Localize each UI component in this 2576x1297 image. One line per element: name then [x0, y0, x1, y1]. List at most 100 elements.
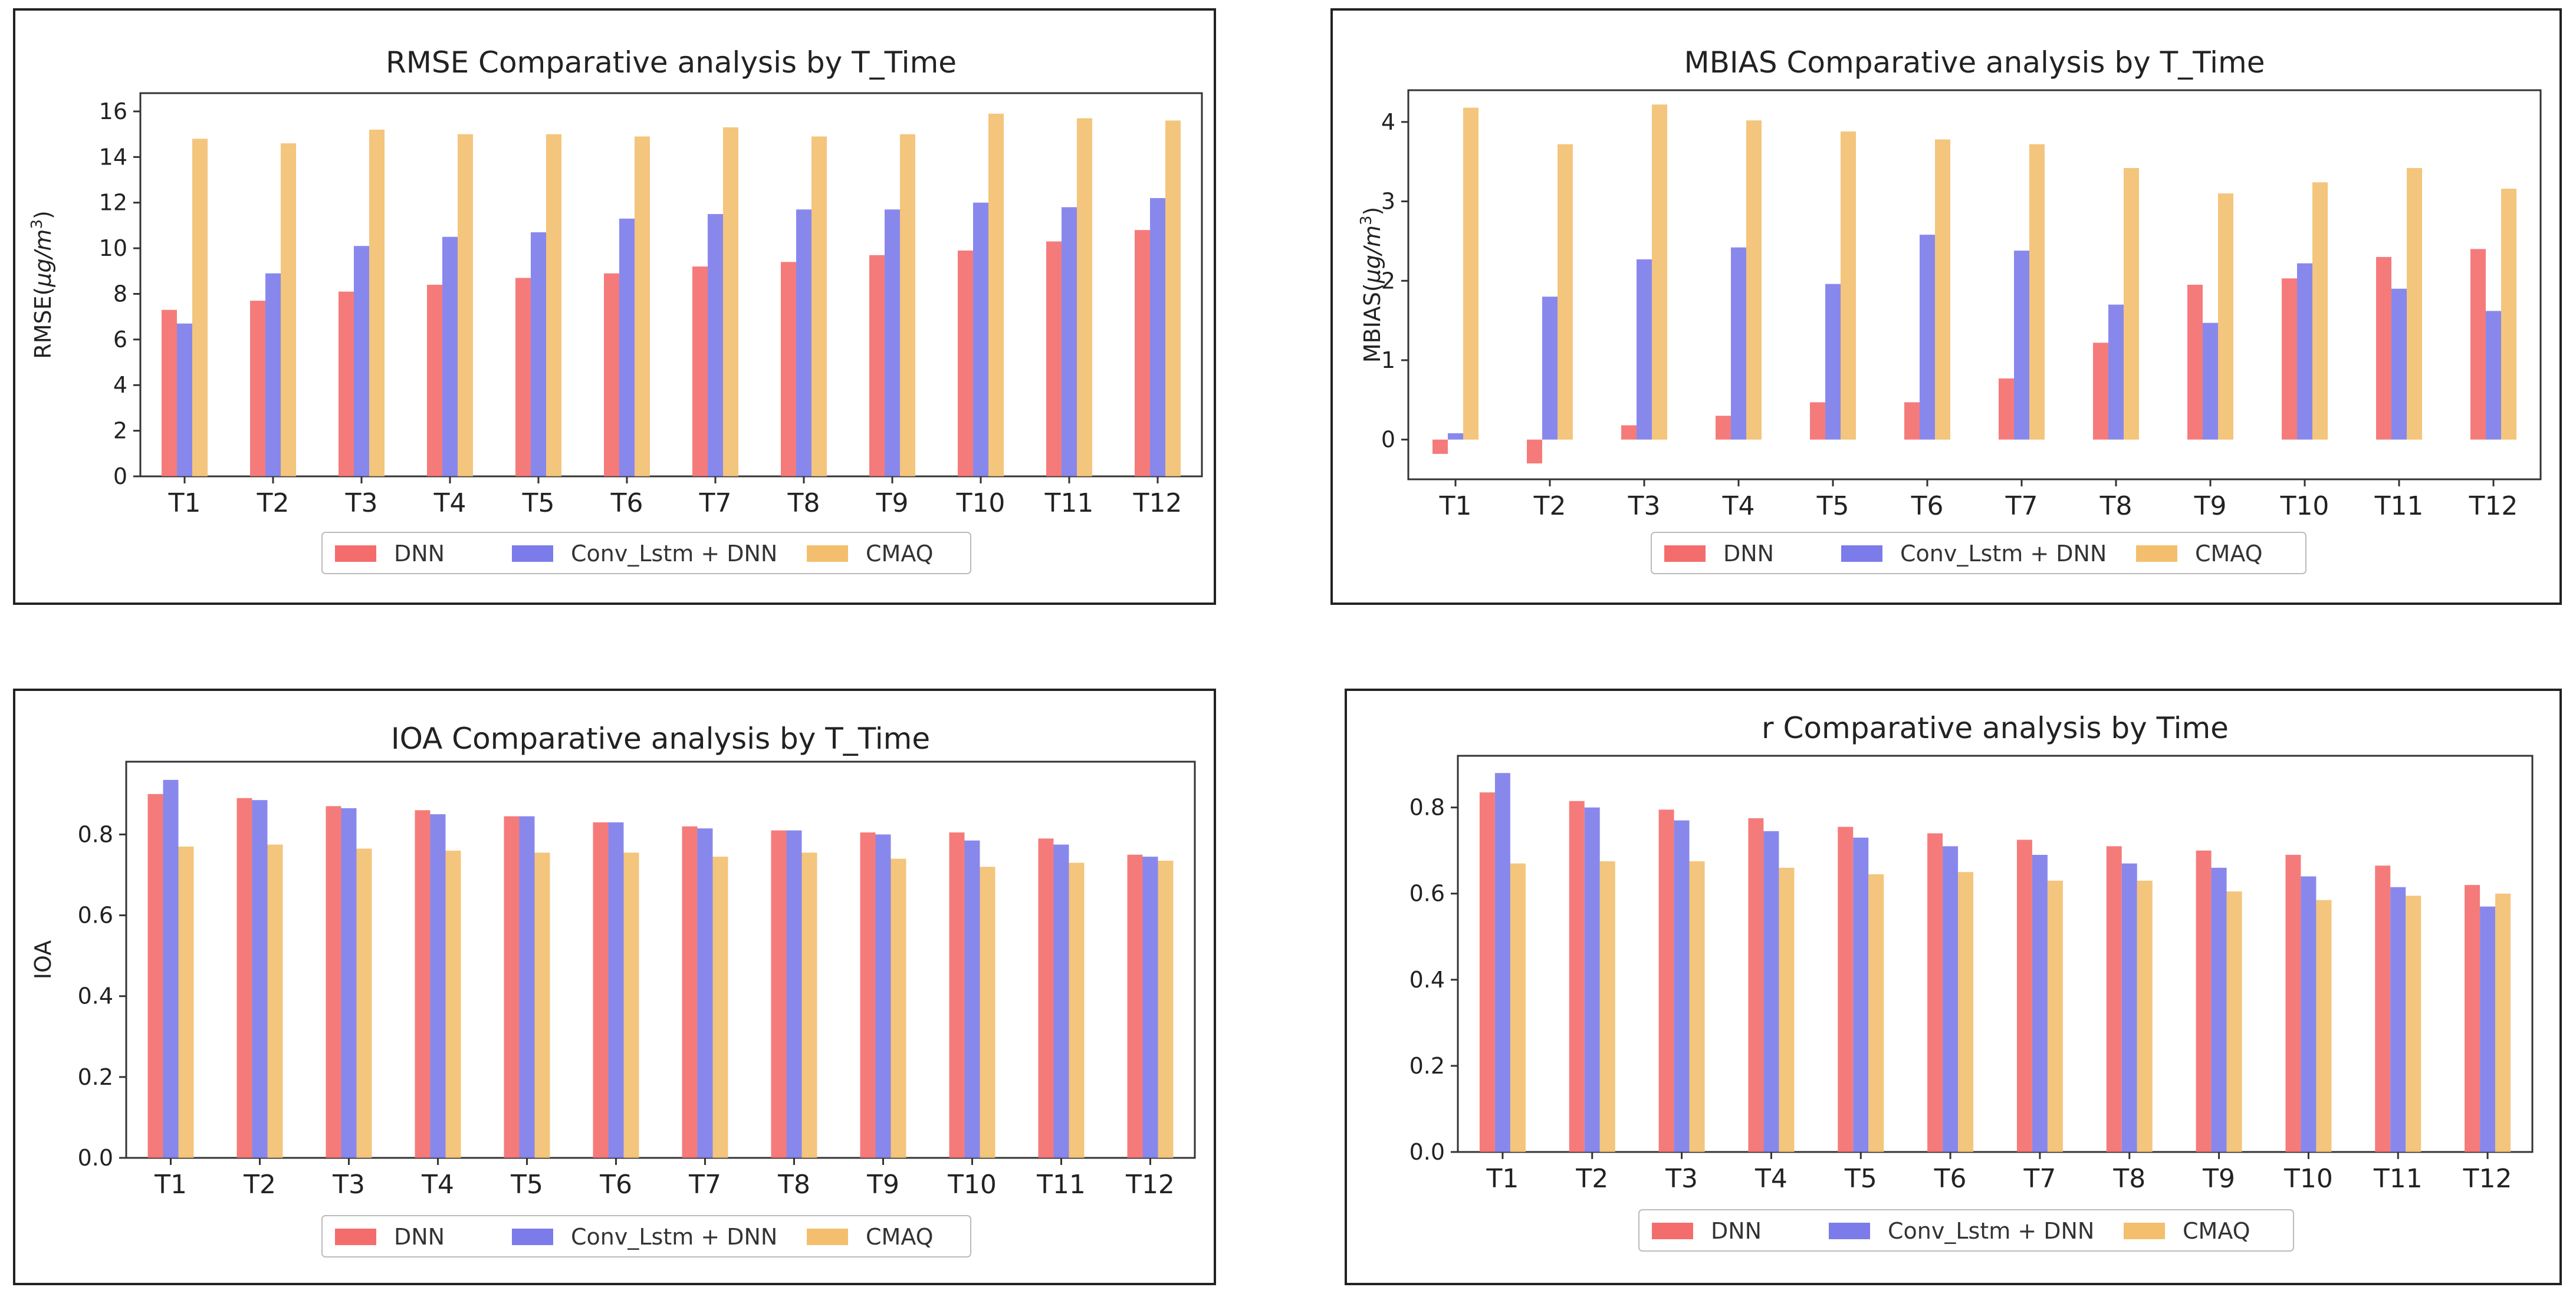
ioa-xtick-label: T9: [866, 1170, 899, 1200]
ioa-chart-panel: IOA Comparative analysis by T_Time 0.0 0.2…: [13, 689, 1216, 1285]
r-xtick-label: T1: [1486, 1164, 1519, 1194]
rmse-ylabel: RMSE(μg/m3): [28, 210, 56, 359]
rmse-bar-t10-s0: [958, 250, 973, 476]
mbias-xtick-label: T4: [1722, 491, 1755, 521]
ioa-bar-t1-s2: [178, 847, 194, 1158]
ioa-bar-t3-s0: [326, 806, 341, 1158]
rmse-bar-t3-s0: [339, 291, 354, 476]
r-bar-t6-s2: [1958, 872, 1974, 1152]
rmse-bar-t6-s1: [619, 218, 635, 476]
ioa-bar-t9-s1: [875, 834, 891, 1158]
ioa-bar-t9-s2: [891, 858, 906, 1158]
mbias-bar-t4-s0: [1716, 416, 1731, 440]
rmse-xtick-label: T10: [956, 488, 1006, 518]
r-bar-t2-s0: [1569, 801, 1585, 1152]
mbias-ytick-label: 3: [1381, 189, 1395, 215]
rmse-bar-t5-s1: [531, 232, 546, 476]
mbias-xtick-label: T9: [2194, 491, 2227, 521]
mbias-bar-t11-s1: [2391, 288, 2407, 440]
ioa-bar-t5-s2: [534, 852, 550, 1158]
mbias-bar-t12-s2: [2501, 189, 2516, 440]
rmse-legend-label: DNN: [394, 541, 445, 567]
mbias-bar-t8-s2: [2124, 168, 2139, 440]
mbias-legend-label: DNN: [1723, 541, 1774, 567]
rmse-xtick-label: T12: [1133, 488, 1182, 518]
ioa-bar-t6-s2: [623, 852, 639, 1158]
ioa-legend-swatch: [335, 1229, 376, 1245]
ioa-bar-t6-s1: [608, 822, 624, 1158]
mbias-bar-t6-s1: [1920, 235, 1935, 440]
mbias-xtick-label: T1: [1439, 491, 1472, 521]
r-bar-t4-s1: [1763, 831, 1779, 1152]
ioa-bar-t10-s2: [980, 867, 995, 1158]
rmse-bar-t2-s2: [281, 143, 296, 477]
r-bar-t2-s1: [1584, 807, 1600, 1152]
r-plot-frame: [1457, 755, 2534, 1153]
mbias-bar-t12-s0: [2470, 249, 2486, 440]
mbias-legend-label: CMAQ: [2195, 541, 2263, 567]
ioa-bar-t2-s0: [236, 798, 252, 1158]
rmse-chart-svg: RMSE Comparative analysis by T_Time 0 2 4 6 8…: [28, 45, 1203, 574]
ioa-xtick-label: T10: [947, 1170, 997, 1200]
ioa-bar-t8-s0: [771, 830, 787, 1158]
mbias-legend-swatch: [1664, 545, 1706, 562]
r-bar-t7-s2: [2047, 880, 2063, 1152]
rmse-bar-t3-s1: [354, 246, 369, 476]
r-bar-t6-s0: [1927, 833, 1943, 1152]
rmse-bar-t8-s1: [796, 209, 811, 476]
r-bar-t3-s0: [1658, 809, 1674, 1152]
r-bar-t9-s1: [2211, 867, 2227, 1152]
mbias-bar-t11-s0: [2376, 256, 2391, 440]
r-ytick-label: 0.8: [1409, 795, 1445, 821]
r-bar-t4-s2: [1779, 867, 1795, 1152]
ioa-bar-t12-s1: [1142, 857, 1158, 1158]
mbias-bar-t3-s0: [1621, 425, 1637, 440]
mbias-xtick-label: T12: [2469, 491, 2518, 521]
mbias-bar-t5-s2: [1841, 131, 1856, 440]
rmse-xtick-label: T4: [433, 488, 466, 518]
r-bar-t12-s0: [2465, 885, 2480, 1152]
rmse-ytick-label: 2: [113, 418, 127, 444]
mbias-xtick-label: T11: [2374, 491, 2424, 521]
rmse-bar-t12-s0: [1135, 230, 1150, 476]
r-ytick-label: 0.4: [1409, 967, 1445, 993]
r-bar-t11-s2: [2406, 896, 2421, 1152]
mbias-legend: [1651, 532, 2306, 574]
r-xtick-label: T2: [1575, 1164, 1608, 1194]
ioa-plot-frame: [125, 761, 1196, 1159]
ioa-xtick-label: T8: [777, 1170, 810, 1200]
ioa-legend-swatch: [807, 1229, 848, 1245]
ioa-bar-t5-s0: [504, 816, 520, 1158]
r-bar-t10-s1: [2301, 876, 2317, 1152]
mbias-ylabel: MBIAS(μg/m3): [1358, 207, 1385, 363]
ioa-bar-t5-s1: [519, 816, 535, 1158]
r-bar-t7-s1: [2032, 855, 2048, 1152]
mbias-bar-t1-s2: [1463, 107, 1478, 440]
mbias-bar-t9-s1: [2203, 322, 2218, 440]
ioa-bar-t3-s1: [341, 808, 357, 1158]
r-ytick-label: 0.0: [1409, 1139, 1445, 1165]
mbias-ytick-label: 0: [1381, 427, 1395, 453]
ioa-bar-t2-s2: [267, 844, 283, 1158]
r-bar-t5-s1: [1853, 837, 1869, 1152]
mbias-ytick-label: 1: [1381, 347, 1395, 373]
rmse-bar-t9-s2: [900, 134, 915, 477]
ioa-legend-label: DNN: [394, 1224, 445, 1250]
r-chart-title: r Comparative analysis by Time: [1762, 711, 2229, 745]
mbias-bar-t1-s1: [1448, 433, 1463, 440]
mbias-bar-t10-s2: [2312, 182, 2328, 440]
mbias-legend-swatch: [1841, 545, 1882, 562]
mbias-xtick-label: T2: [1533, 491, 1566, 521]
rmse-legend-label: Conv_Lstm + DNN: [571, 541, 777, 567]
r-bar-t1-s0: [1479, 792, 1495, 1152]
rmse-xtick-label: T11: [1044, 488, 1094, 518]
r-legend-swatch: [2124, 1223, 2165, 1239]
rmse-bar-t7-s0: [692, 266, 708, 476]
ioa-bar-t7-s0: [682, 826, 698, 1158]
ioa-xtick-label: T4: [421, 1170, 454, 1200]
ioa-legend-label: Conv_Lstm + DNN: [571, 1224, 777, 1250]
ioa-xtick-label: T11: [1036, 1170, 1086, 1200]
mbias-bar-t2-s2: [1558, 144, 1573, 440]
mbias-bar-t4-s1: [1731, 247, 1746, 440]
rmse-xtick-label: T9: [876, 488, 909, 518]
